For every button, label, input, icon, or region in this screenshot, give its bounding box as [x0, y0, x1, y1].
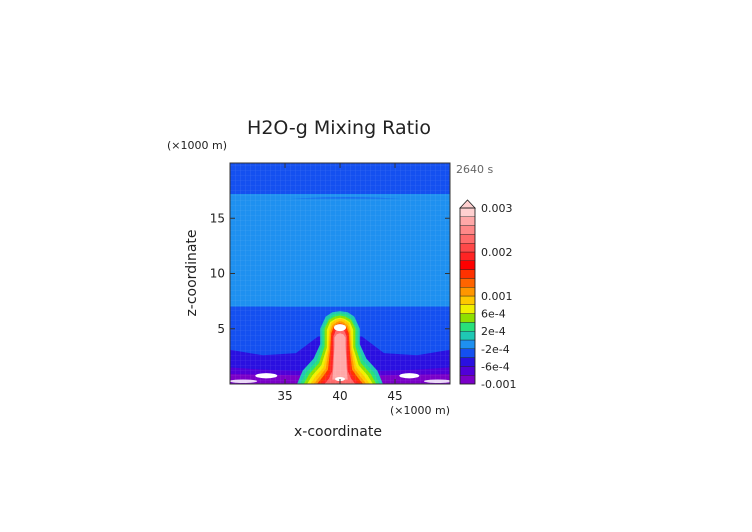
- colorbar-swatch: [459, 304, 476, 314]
- colorbar-swatch: [459, 348, 476, 358]
- colorbar-tick-label: 0.001: [481, 290, 513, 303]
- y-tick-label: 5: [217, 322, 225, 336]
- colorbar-swatch: [459, 278, 476, 288]
- colorbar-swatch: [459, 287, 476, 297]
- colorbar-tick-label: -0.001: [481, 378, 516, 391]
- mesh-grid: [230, 163, 450, 384]
- colorbar-swatch: [459, 269, 476, 279]
- time-label: 2640 s: [456, 163, 493, 176]
- y-tick-label: 10: [210, 267, 225, 281]
- colorbar-tick-label: 2e-4: [481, 325, 506, 338]
- x-unit-label: (×1000 m): [390, 404, 450, 417]
- colorbar-swatch: [459, 313, 476, 323]
- colorbar-swatch: [459, 234, 476, 244]
- y-axis-label: z-coordinate: [184, 229, 200, 316]
- y-tick-label: 15: [210, 211, 225, 225]
- colorbar-swatch: [459, 242, 476, 253]
- colorbar-tick-label: 0.003: [481, 202, 513, 215]
- x-axis-label: x-coordinate: [294, 424, 382, 440]
- colorbar-extend-arrow: [459, 199, 476, 209]
- colorbar-swatch: [459, 339, 476, 350]
- plot-area: [230, 163, 450, 384]
- colorbar-tick-label: -2e-4: [481, 343, 510, 356]
- x-tick-label: 40: [332, 389, 347, 403]
- x-tick-label: 35: [277, 389, 292, 403]
- colorbar: 0.003 0.002 0.001 6e-4 2e-4 -2e-4 -6e-4 -0.001: [459, 199, 516, 391]
- colorbar-swatch: [459, 216, 476, 226]
- colorbar-swatch: [459, 375, 476, 385]
- colorbar-swatch: [459, 251, 476, 262]
- colorbar-swatch: [459, 225, 476, 235]
- x-tick-label: 45: [387, 389, 402, 403]
- y-axis-ticks: 5 10 15: [210, 211, 450, 336]
- colorbar-swatch: [459, 366, 476, 376]
- x-axis-ticks: 35 40 45: [277, 163, 403, 403]
- colorbar-tick-label: 0.002: [481, 246, 513, 259]
- colorbar-swatch: [459, 331, 476, 341]
- colorbar-tick-label: 6e-4: [481, 308, 506, 321]
- colorbar-swatch: [459, 322, 476, 332]
- colorbar-frame: [459, 207, 476, 385]
- colorbar-swatch: [459, 357, 476, 367]
- colorbar-swatch: [459, 260, 476, 270]
- y-unit-label: (×1000 m): [167, 139, 227, 152]
- colorbar-tick-label: -6e-4: [481, 360, 510, 373]
- colorbar-swatch: [459, 295, 476, 306]
- chart-title: H2O-g Mixing Ratio: [247, 117, 431, 139]
- colorbar-swatch: [459, 207, 476, 218]
